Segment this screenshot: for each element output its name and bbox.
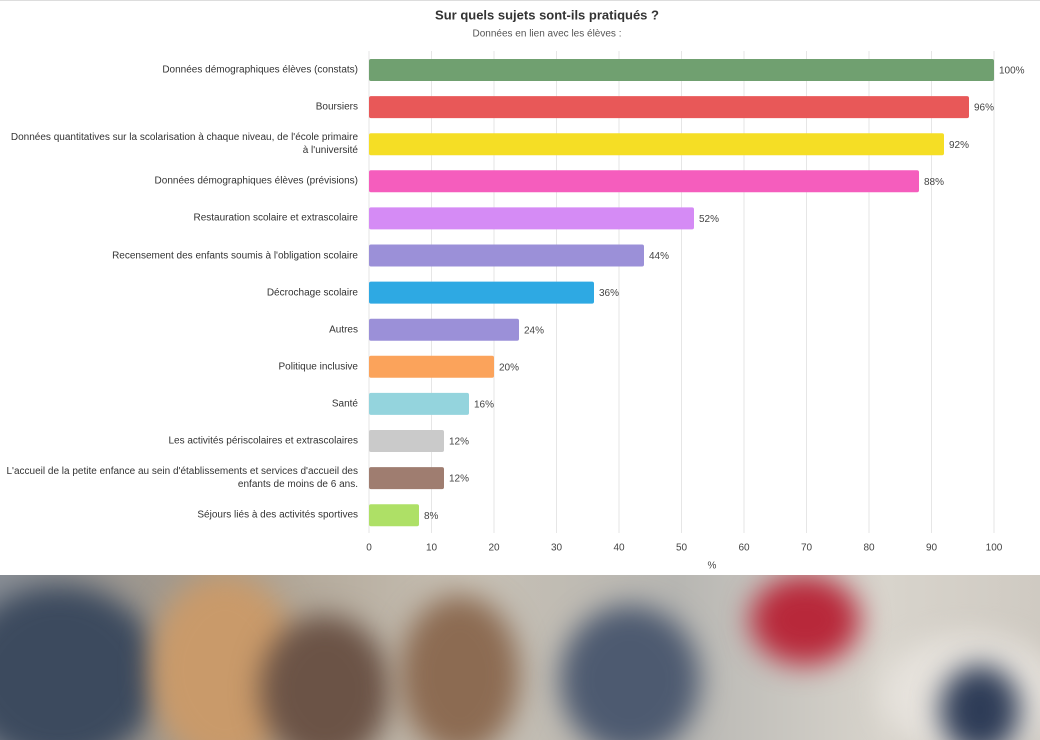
chart: Sur quels sujets sont-ils pratiqués ? Do… [366,7,1025,572]
value-label: 88% [924,177,944,188]
chart-title: Sur quels sujets sont-ils pratiqués ? [435,7,659,22]
bar [369,355,494,378]
bar [369,96,969,119]
bar [369,392,469,415]
y-tick-label: Données démographiques élèves (constats) [162,64,358,76]
x-tick-label: 70 [801,543,813,554]
x-tick-label: 50 [676,543,688,554]
x-tick-label: 60 [738,543,750,554]
value-label: 12% [449,437,469,448]
value-label: 8% [424,511,439,522]
x-tick-label: 30 [551,543,563,554]
chart-panel: Sur quels sujets sont-ils pratiqués ? Do… [0,0,1040,572]
x-tick-label: 10 [426,543,438,554]
value-label: 36% [599,288,619,299]
y-tick-label: Autres [329,324,358,336]
x-tick-label: 40 [613,543,625,554]
value-label: 12% [449,474,469,485]
value-label: 96% [974,103,994,114]
y-tick-label: Boursiers [315,101,358,113]
bar [369,430,444,452]
y-tick-label: L'accueil de la petite enfance au sein d… [6,466,359,491]
value-label: 100% [999,66,1025,77]
x-tick-label: 20 [488,543,500,554]
y-tick-label: Santé [331,398,358,410]
y-tick-label: Les activités périscolaires et extrascol… [168,435,358,447]
value-label: 44% [649,251,669,262]
chart-subtitle: Données en lien avec les élèves : [473,29,622,40]
x-tick-label: 80 [863,543,875,554]
x-tick-label: 100 [986,543,1003,554]
bar [369,207,694,230]
x-tick-label: 0 [366,543,372,554]
value-label: 52% [699,214,719,225]
bar [369,467,444,490]
value-label: 16% [474,400,494,411]
bar [369,281,594,304]
bar [369,59,994,81]
y-tick-label: Politique inclusive [278,361,359,373]
y-tick-label: Données quantitatives sur la scolarisati… [10,132,358,157]
y-tick-label: Recensement des enfants soumis à l'oblig… [112,250,358,261]
y-tick-label: Données démographiques élèves (prévision… [154,175,358,187]
bar [369,244,644,267]
bar [369,170,919,193]
y-tick-label: Séjours liés à des activités sportives [197,509,358,521]
bar [369,133,944,156]
value-label: 24% [524,325,544,336]
x-axis-label: % [708,561,717,572]
bar [369,318,519,341]
background-photo [0,575,1040,740]
bar [369,504,419,527]
value-label: 92% [949,140,969,151]
x-tick-label: 90 [926,543,938,554]
y-tick-label: Décrochage scolaire [266,287,358,299]
value-label: 20% [499,362,519,373]
y-tick-label: Restauration scolaire et extrascolaire [193,212,358,224]
